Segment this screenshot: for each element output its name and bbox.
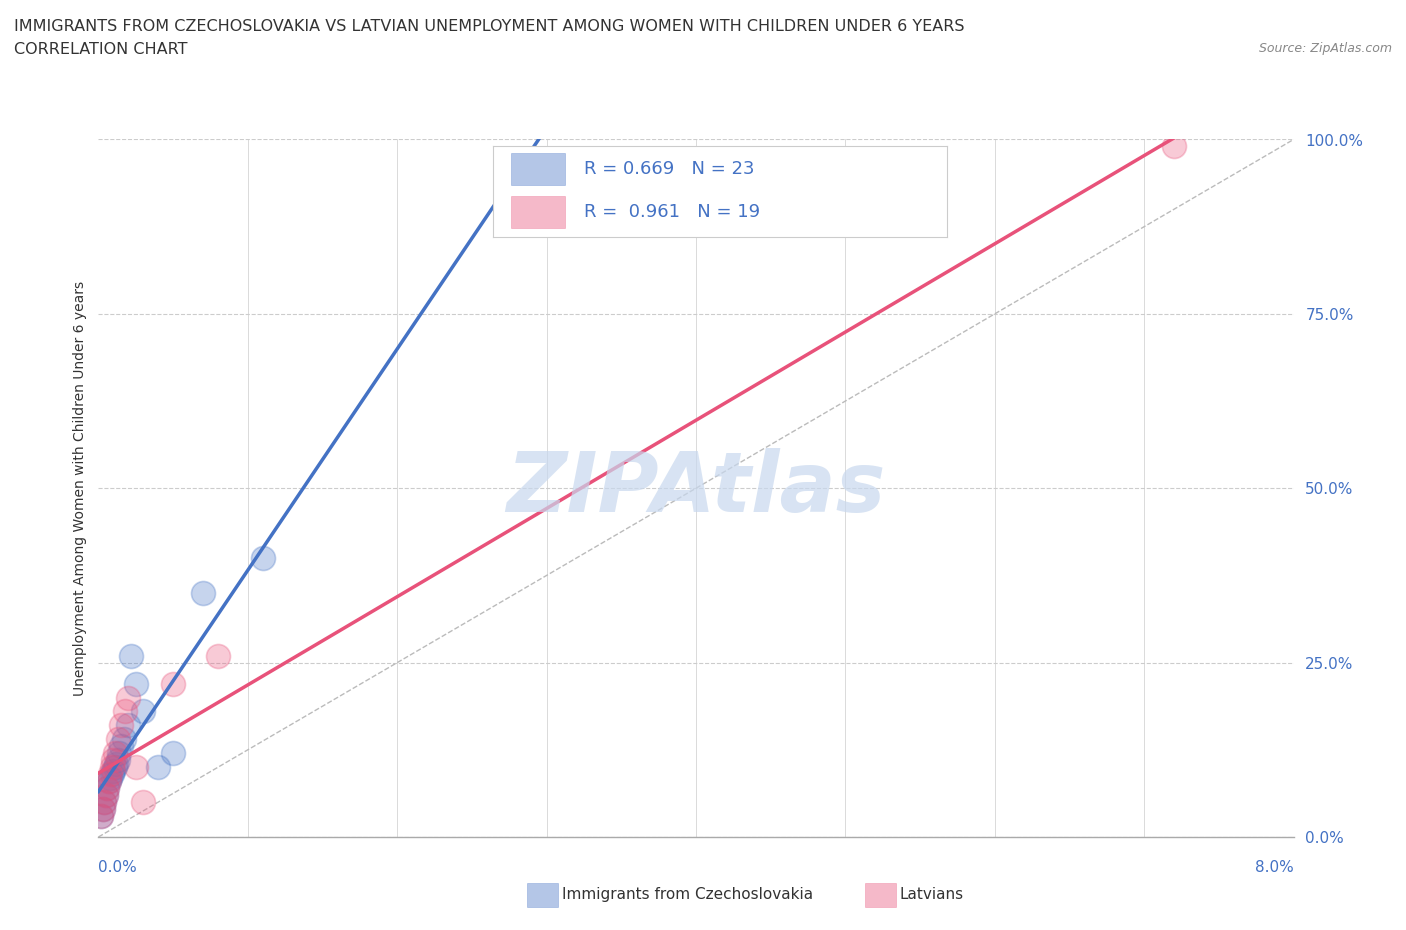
Point (90, 809, 112, 824)
Y-axis label: Unemployment Among Women with Children Under 6 years: Unemployment Among Women with Children U… (73, 281, 87, 696)
Text: Immigrants from Czechoslovakia: Immigrants from Czechoslovakia (562, 887, 814, 902)
Point (125, 676, 148, 691)
Point (162, 676, 184, 691)
Point (107, 732, 129, 747)
Point (108, 746, 131, 761)
Point (117, 718, 139, 733)
Point (105, 756, 128, 771)
Point (94, 788, 117, 803)
Point (97, 774, 120, 789)
Point (120, 648, 142, 663)
Point (132, 704, 155, 719)
Point (93, 794, 115, 809)
Text: Latvians: Latvians (900, 887, 965, 902)
Text: Source: ZipAtlas.com: Source: ZipAtlas.com (1258, 42, 1392, 55)
Point (125, 760, 148, 775)
Point (1163, 140, 1185, 154)
Text: ZIPAtlas: ZIPAtlas (506, 447, 886, 529)
Point (132, 794, 155, 809)
Text: 8.0%: 8.0% (1254, 860, 1294, 875)
Point (93, 794, 115, 809)
Point (148, 760, 170, 775)
Point (207, 648, 229, 663)
Text: CORRELATION CHART: CORRELATION CHART (14, 42, 187, 57)
Point (91, 802, 114, 817)
Point (103, 764, 125, 778)
Point (112, 732, 135, 747)
Point (91, 802, 114, 817)
Text: IMMIGRANTS FROM CZECHOSLOVAKIA VS LATVIAN UNEMPLOYMENT AMONG WOMEN WITH CHILDREN: IMMIGRANTS FROM CZECHOSLOVAKIA VS LATVIA… (14, 19, 965, 33)
Point (107, 753, 129, 768)
Point (94, 788, 117, 803)
Point (114, 704, 136, 719)
Point (90, 809, 112, 824)
Point (104, 760, 127, 775)
Point (101, 760, 124, 775)
Point (110, 718, 132, 733)
Text: 0.0%: 0.0% (98, 860, 138, 875)
Point (191, 586, 214, 601)
Point (162, 746, 184, 761)
Point (97, 774, 120, 789)
Point (110, 738, 132, 753)
Point (98, 766, 122, 781)
Point (103, 753, 125, 768)
Point (117, 690, 139, 705)
Point (96, 781, 118, 796)
Point (252, 551, 274, 565)
Point (96, 781, 118, 796)
Point (101, 766, 124, 781)
Point (98, 770, 122, 785)
Point (104, 746, 127, 761)
